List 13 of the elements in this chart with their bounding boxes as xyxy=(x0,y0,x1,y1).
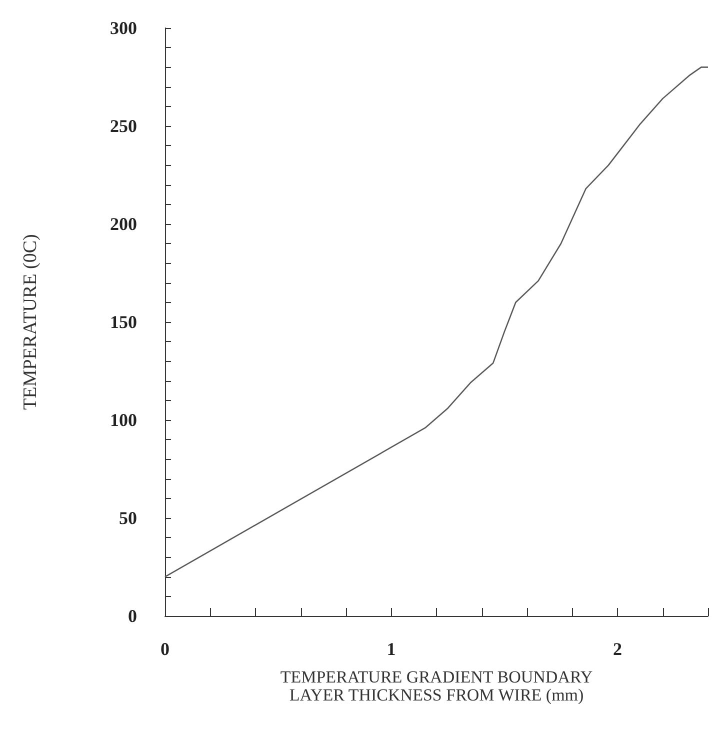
y-tick-label: 0 xyxy=(128,606,137,626)
y-tick-label: 250 xyxy=(110,116,137,136)
y-tick-label: 300 xyxy=(110,18,137,38)
y-tick-label: 100 xyxy=(110,410,137,430)
y-axis-title: TEMPERATURE (0C) xyxy=(20,234,41,410)
x-tick-label: 1 xyxy=(386,639,396,659)
x-tick-label: 2 xyxy=(613,639,622,659)
y-tick-label: 50 xyxy=(119,508,137,528)
y-tick-label: 200 xyxy=(110,214,137,234)
x-tick-label: 0 xyxy=(160,639,170,659)
line-series xyxy=(164,66,709,578)
y-tick-label: 150 xyxy=(110,312,137,332)
x-axis-title: TEMPERATURE GRADIENT BOUNDARY LAYER THICKNESS FROM WIRE (mm) xyxy=(280,668,593,704)
